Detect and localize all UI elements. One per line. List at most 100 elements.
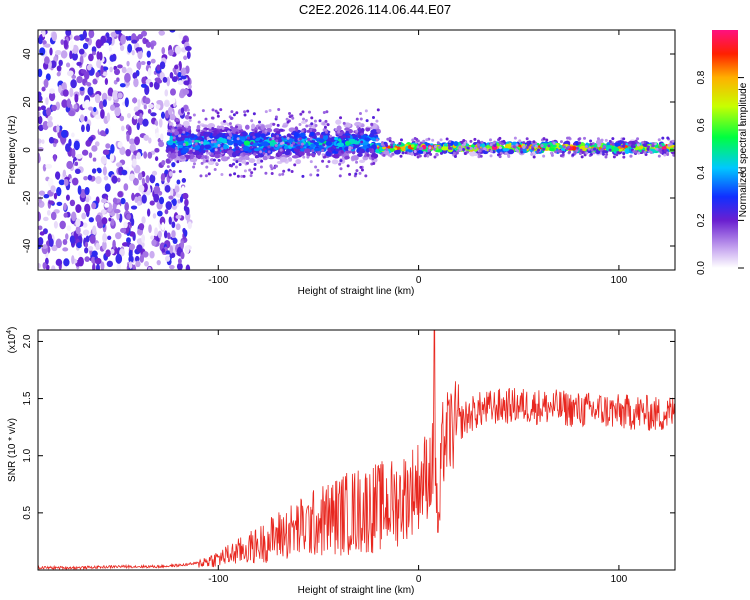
heatmap-cell (439, 151, 443, 155)
heatmap-cell (56, 71, 61, 77)
heatmap-cell (55, 258, 63, 267)
heatmap-cell (165, 255, 171, 262)
heatmap-cell (166, 153, 170, 157)
heatmap-cell (207, 159, 215, 166)
heatmap-cell (344, 127, 350, 131)
heatmap-cell (175, 223, 181, 231)
heatmap-cell (331, 159, 339, 165)
heatmap-cell (401, 145, 406, 152)
heatmap-cell (70, 79, 77, 89)
heatmap-cell (325, 110, 329, 114)
heatmap-cell (171, 204, 177, 210)
colorbar-tick-label: 0.0 (696, 261, 707, 275)
heatmap-cell (167, 106, 173, 116)
heatmap-cell (479, 154, 483, 158)
heatmap-cell (295, 152, 299, 156)
heatmap-cell (65, 62, 71, 68)
heatmap-cell (371, 157, 375, 161)
heatmap-cell (181, 185, 186, 194)
heatmap-cell (41, 139, 45, 144)
colorbar: 0.0 0.2 0.4 0.6 0.8 Normalized spectral ampl… (696, 30, 749, 275)
colorbar-tick-label: 0.8 (696, 70, 707, 84)
heatmap-cell (166, 148, 174, 154)
heatmap-cell (177, 71, 182, 78)
colorbar-gradient (712, 30, 738, 268)
heatmap-cell (65, 30, 72, 37)
heatmap-cell (76, 75, 83, 84)
heatmap-cell (354, 172, 358, 176)
heatmap-cell (250, 141, 254, 145)
heatmap-cell (175, 152, 179, 156)
heatmap-cell (38, 138, 42, 144)
heatmap-cell (168, 49, 174, 57)
heatmap-cell (423, 151, 427, 155)
heatmap-cell (132, 97, 138, 104)
x-tick-label: -100 (208, 275, 228, 286)
heatmap-cell (657, 138, 661, 142)
heatmap-cell (228, 132, 232, 136)
heatmap-cell (128, 255, 134, 263)
heatmap-cell (355, 169, 359, 173)
heatmap-cell (243, 110, 247, 114)
heatmap-cell (314, 165, 318, 169)
heatmap-cell (214, 148, 218, 152)
heatmap-cell (205, 134, 209, 138)
heatmap-cell (221, 126, 225, 130)
heatmap-cell (184, 137, 190, 142)
heatmap-cell (227, 130, 231, 134)
heatmap-cell (100, 65, 104, 75)
heatmap-cell (651, 144, 655, 148)
heatmap-cell (413, 136, 417, 140)
heatmap-cell (147, 67, 152, 77)
heatmap-cell (172, 237, 178, 244)
heatmap-cell (525, 146, 529, 150)
heatmap-cell (88, 246, 94, 251)
heatmap-cell (120, 44, 125, 52)
heatmap-cell (447, 144, 451, 148)
heatmap-cell (42, 163, 47, 172)
heatmap-cell (58, 179, 65, 186)
snr-multiplier-exp: 4 (6, 330, 13, 334)
heatmap-cell (191, 139, 195, 143)
heatmap-cell (156, 99, 163, 105)
heatmap-cell (199, 174, 203, 178)
heatmap-cell (321, 148, 325, 152)
heatmap-cell (211, 116, 215, 120)
heatmap-cell (254, 134, 261, 138)
heatmap-cell (342, 121, 346, 125)
heatmap-cell (235, 111, 239, 115)
heatmap-cell (299, 112, 303, 116)
heatmap-cell (85, 197, 90, 203)
heatmap-cell (60, 39, 65, 45)
heatmap-cell (91, 202, 97, 210)
heatmap-cell (369, 134, 375, 138)
heatmap-cell (101, 92, 108, 102)
heatmap-cell (365, 147, 370, 153)
heatmap-cell (56, 124, 60, 133)
heatmap-cell (46, 209, 51, 216)
heatmap-cell (634, 150, 638, 154)
heatmap-cell (38, 211, 42, 222)
heatmap-cell (182, 130, 186, 134)
heatmap-cell (410, 144, 415, 148)
heatmap-cell (138, 184, 145, 193)
heatmap-cell (60, 129, 68, 138)
heatmap-cell (445, 137, 449, 141)
heatmap-cell (283, 145, 289, 150)
heatmap-cell (192, 149, 196, 153)
heatmap-cell (145, 41, 152, 48)
heatmap-cell (84, 115, 88, 122)
heatmap-cell (119, 146, 126, 156)
heatmap-cell (42, 262, 47, 270)
heatmap-cell (176, 179, 181, 185)
heatmap-cell (43, 216, 49, 222)
heatmap-cell (348, 145, 352, 149)
heatmap-cell (75, 218, 81, 228)
heatmap-cell (313, 119, 317, 123)
heatmap-cell (154, 156, 159, 162)
heatmap-cell (232, 162, 236, 166)
heatmap-cell (316, 173, 320, 177)
heatmap-cell (61, 99, 68, 108)
heatmap-cell (162, 76, 168, 83)
heatmap-cell (359, 148, 365, 154)
